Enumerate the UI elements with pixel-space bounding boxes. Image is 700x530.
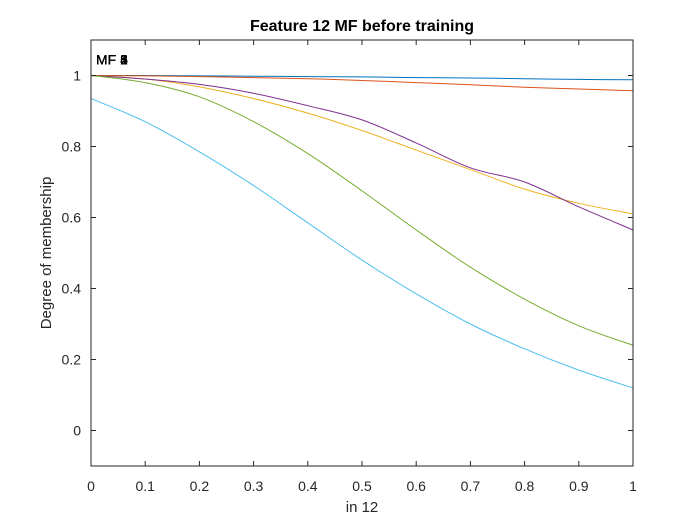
x-tick-label: 0.9: [569, 478, 589, 494]
x-axis-label: in 12: [346, 499, 379, 516]
series-line-mf-6: [90, 98, 634, 389]
y-tick-label: 0.2: [62, 352, 82, 368]
series-layer: [90, 74, 634, 389]
series-line-mf-1: [90, 74, 634, 81]
series-line-mf-3: [90, 75, 634, 215]
x-tick-label: 0.3: [244, 478, 264, 494]
y-tick-label: 1: [73, 68, 81, 84]
series-line-mf-2: [90, 75, 634, 92]
x-tick-label: 0.1: [135, 478, 155, 494]
mf-label-1: MF 1: [96, 52, 128, 68]
x-tick-label: 0.5: [352, 478, 372, 494]
y-tick-label: 0: [73, 423, 81, 439]
mf-label-6: MF 6: [96, 52, 128, 68]
x-tick-label: 0.7: [461, 478, 481, 494]
y-tick-label: 0.4: [62, 281, 82, 297]
x-tick-label: 0.4: [298, 478, 318, 494]
y-axis-label: Degree of membership: [38, 177, 55, 330]
y-axis-ticks: 0 0.2 0.4 0.6 0.8 1: [62, 68, 633, 439]
series-line-mf-5: [90, 75, 634, 346]
x-tick-label: 0.2: [190, 478, 210, 494]
x-axis-ticks: 0 0.1 0.2 0.3 0.4 0.5 0.6 0.7 0.8 0.9 1: [87, 40, 637, 494]
y-tick-label: 0.8: [62, 139, 82, 155]
x-tick-label: 0.8: [515, 478, 535, 494]
mf-label-4: MF 4: [96, 52, 128, 68]
x-tick-label: 0: [87, 478, 95, 494]
x-tick-label: 1: [629, 478, 637, 494]
series-line-mf-4: [90, 75, 634, 231]
mf-label-3: MF 3: [96, 52, 128, 68]
x-tick-label: 0.6: [406, 478, 426, 494]
chart-title: Feature 12 MF before training: [250, 18, 474, 35]
mf-label-layer: MF 1MF 2MF 3MF 4MF 5MF 6: [96, 52, 128, 68]
y-tick-label: 0.6: [62, 210, 82, 226]
mf-label-2: MF 2: [96, 52, 128, 68]
mf-label-5: MF 5: [96, 52, 128, 68]
plot-area: [91, 40, 633, 466]
